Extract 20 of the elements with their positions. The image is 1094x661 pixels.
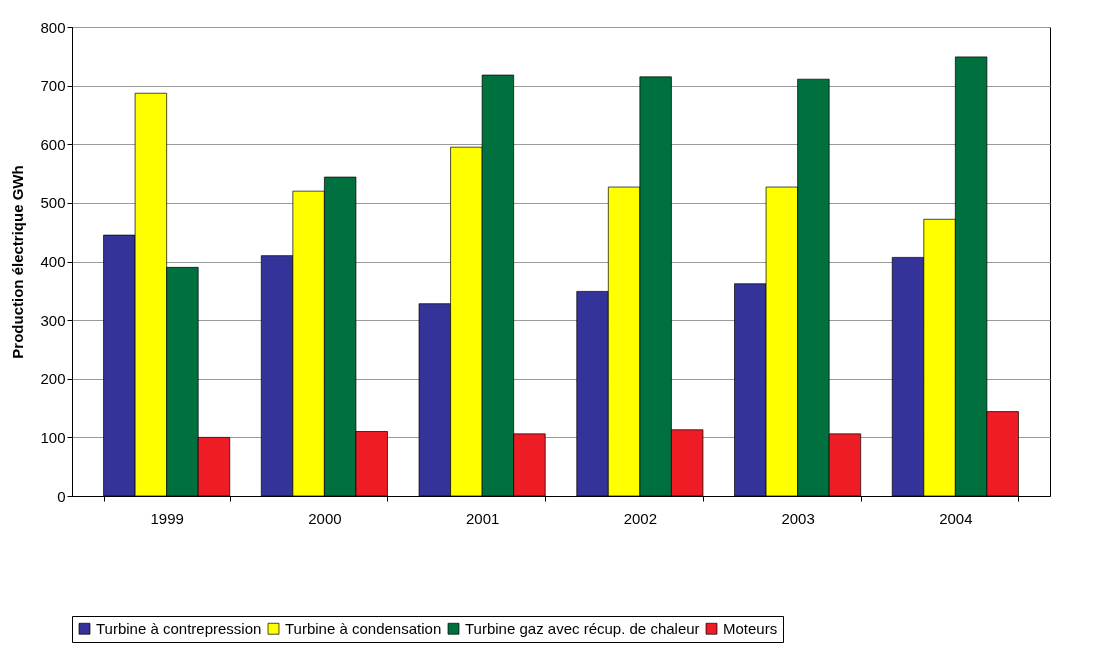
x-tick-label: 2003 bbox=[781, 509, 815, 527]
legend-label: Turbine à condensation bbox=[285, 619, 442, 637]
y-tick-label: 700 bbox=[40, 77, 66, 95]
y-tick-label: 200 bbox=[40, 370, 66, 388]
legend-label: Turbine gaz avec récup. de chaleur bbox=[465, 619, 700, 637]
legend-label: Moteurs bbox=[723, 619, 778, 637]
x-tick-label: 2000 bbox=[308, 509, 342, 527]
y-tick-label: 400 bbox=[40, 253, 66, 270]
y-axis-title: Production électrique GWh bbox=[9, 165, 27, 359]
x-tick-label: 2002 bbox=[623, 509, 658, 527]
x-tick-label: 2001 bbox=[465, 509, 500, 527]
y-tick-label: 500 bbox=[40, 194, 66, 212]
y-tick-label: 100 bbox=[40, 428, 66, 446]
x-tick-label: 2004 bbox=[939, 509, 973, 527]
y-tick-label: 800 bbox=[40, 18, 66, 36]
legend-label: Turbine à contrepression bbox=[96, 619, 262, 637]
y-tick-label: 0 bbox=[57, 487, 66, 505]
y-tick-label: 300 bbox=[40, 311, 66, 329]
y-tick-label: 600 bbox=[40, 135, 66, 153]
x-tick-label: 1999 bbox=[150, 509, 184, 527]
